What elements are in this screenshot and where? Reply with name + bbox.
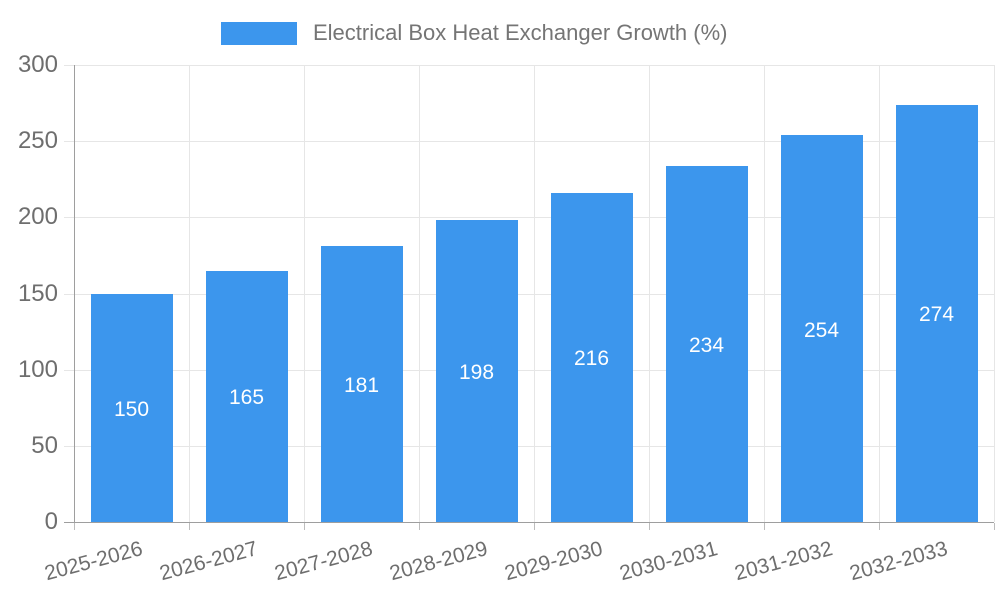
y-axis-tick-label: 100 [17, 356, 58, 383]
x-axis-tick [74, 523, 75, 530]
x-axis-tick-label: 2025-2026 [42, 537, 146, 586]
y-axis-line [74, 65, 75, 522]
legend-swatch-icon [221, 21, 297, 45]
y-axis-tick-label: 150 [17, 280, 58, 307]
x-axis-tick-label: 2030-2031 [617, 537, 721, 586]
x-gridline [649, 65, 650, 522]
bar[interactable] [205, 270, 288, 522]
bar[interactable] [780, 135, 863, 522]
x-axis-tick [649, 523, 650, 530]
x-gridline [304, 65, 305, 522]
x-axis-tick [189, 523, 190, 530]
x-axis-tick-label: 2031-2032 [732, 537, 836, 586]
x-axis-tick [419, 523, 420, 530]
y-axis-tick-label: 0 [44, 508, 58, 535]
x-axis-tick-label: 2027-2028 [272, 537, 376, 586]
bar[interactable] [895, 104, 978, 522]
y-axis-tick [64, 294, 74, 295]
y-axis-tick [64, 217, 74, 218]
x-axis-tick-label: 2032-2033 [847, 537, 951, 586]
x-axis-tick [534, 523, 535, 530]
bar[interactable] [90, 293, 173, 522]
x-axis-tick [304, 523, 305, 530]
y-axis-tick [64, 370, 74, 371]
x-axis-tick-label: 2029-2030 [502, 537, 606, 586]
bar[interactable] [665, 165, 748, 522]
chart-legend[interactable]: Electrical Box Heat Exchanger Growth (%) [221, 20, 728, 46]
bar-value-label: 165 [228, 386, 265, 410]
y-axis-tick [64, 446, 74, 447]
x-gridline [879, 65, 880, 522]
legend-series-label: Electrical Box Heat Exchanger Growth (%) [313, 20, 728, 45]
y-axis-tick-label: 300 [17, 51, 58, 78]
bar-value-label: 274 [918, 303, 955, 327]
bar[interactable] [320, 246, 403, 522]
y-axis-tick-label: 250 [17, 127, 58, 154]
x-axis-tick [764, 523, 765, 530]
y-axis-tick [64, 141, 74, 142]
bar-value-label: 198 [458, 361, 495, 385]
x-axis-tick-label: 2028-2029 [387, 537, 491, 586]
bar-value-label: 234 [688, 333, 725, 357]
x-gridline [994, 65, 995, 522]
bar[interactable] [550, 192, 633, 522]
x-axis-tick [994, 523, 995, 530]
x-gridline [189, 65, 190, 522]
x-gridline [419, 65, 420, 522]
bar-value-label: 150 [113, 397, 150, 421]
x-axis-baseline [74, 522, 994, 523]
y-axis-tick-label: 200 [17, 203, 58, 230]
x-axis-tick-label: 2026-2027 [157, 537, 261, 586]
x-gridline [534, 65, 535, 522]
y-axis-tick [64, 65, 74, 66]
y-axis-tick [64, 522, 74, 523]
x-axis-tick [879, 523, 880, 530]
bar-value-label: 254 [803, 318, 840, 342]
bar[interactable] [435, 220, 518, 522]
bar-value-label: 216 [573, 347, 610, 371]
bar-value-label: 181 [343, 374, 380, 398]
y-axis-tick-label: 50 [31, 432, 58, 459]
x-gridline [764, 65, 765, 522]
